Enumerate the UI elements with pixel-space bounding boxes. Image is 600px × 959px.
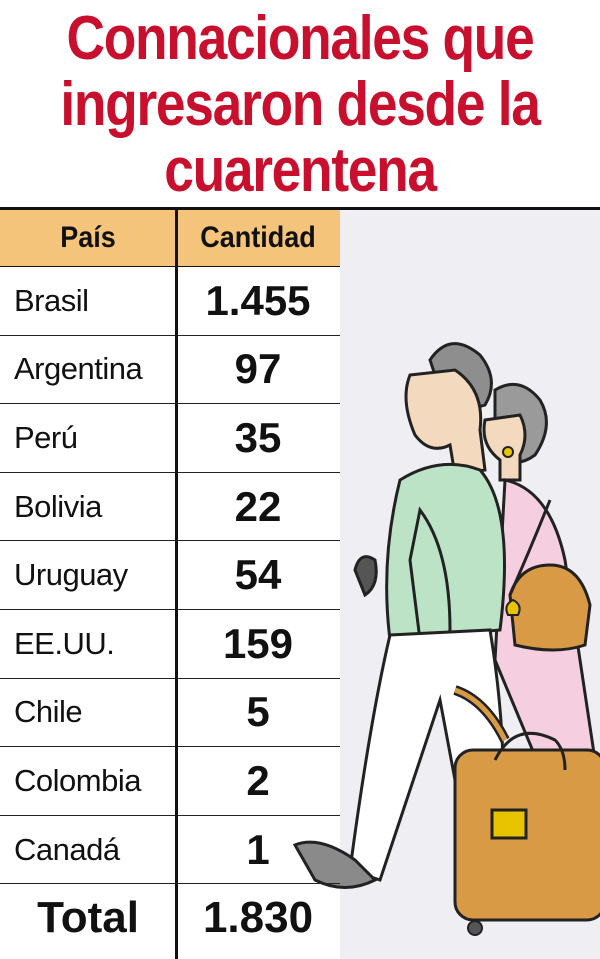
country-name: Brasil bbox=[14, 282, 89, 318]
table-row: Argentina 97 bbox=[0, 336, 340, 405]
table-row: Perú 35 bbox=[0, 404, 340, 473]
country-name: Perú bbox=[14, 419, 78, 455]
table-row: Bolivia 22 bbox=[0, 473, 340, 542]
table-body: Brasil 1.455 Argentina 97 Perú 35 Bolivia 22 Uru… bbox=[0, 267, 340, 885]
country-amount: 22 bbox=[234, 482, 282, 530]
country-amount: 5 bbox=[246, 688, 270, 736]
table-row: EE.UU. 159 bbox=[0, 610, 340, 679]
country-name: Chile bbox=[14, 694, 83, 730]
data-table: País Cantidad Brasil 1.455 Argentina 97 Perú… bbox=[0, 210, 340, 952]
table-row: Canadá 1 bbox=[0, 816, 340, 885]
country-name: Bolivia bbox=[14, 488, 102, 524]
country-name: Canadá bbox=[14, 831, 120, 867]
country-amount: 97 bbox=[234, 345, 282, 393]
table-row: Colombia 2 bbox=[0, 747, 340, 816]
column-header-amount: Cantidad bbox=[200, 221, 316, 254]
column-divider bbox=[175, 210, 178, 959]
country-amount: 2 bbox=[246, 756, 270, 804]
table-row: Uruguay 54 bbox=[0, 541, 340, 610]
column-header-country: País bbox=[60, 221, 116, 254]
country-name: EE.UU. bbox=[14, 625, 115, 661]
elderly-couple-travelers-icon bbox=[292, 342, 600, 936]
total-row: Total 1.830 bbox=[0, 884, 340, 952]
country-amount: 1.455 bbox=[205, 276, 311, 324]
table-row: Chile 5 bbox=[0, 679, 340, 748]
total-value: 1.830 bbox=[202, 893, 314, 943]
country-name: Uruguay bbox=[14, 557, 128, 593]
country-amount: 1 bbox=[246, 825, 270, 873]
table-row: Brasil 1.455 bbox=[0, 267, 340, 336]
chart-title: Connacionales que ingresaron desde la cu… bbox=[60, 4, 541, 205]
country-amount: 159 bbox=[222, 619, 294, 667]
country-amount: 35 bbox=[234, 413, 282, 461]
total-label: Total bbox=[37, 893, 139, 943]
title-divider bbox=[0, 207, 600, 210]
country-name: Colombia bbox=[14, 762, 141, 798]
country-amount: 54 bbox=[234, 551, 282, 599]
table-header: País Cantidad bbox=[0, 210, 340, 267]
country-name: Argentina bbox=[14, 351, 143, 387]
